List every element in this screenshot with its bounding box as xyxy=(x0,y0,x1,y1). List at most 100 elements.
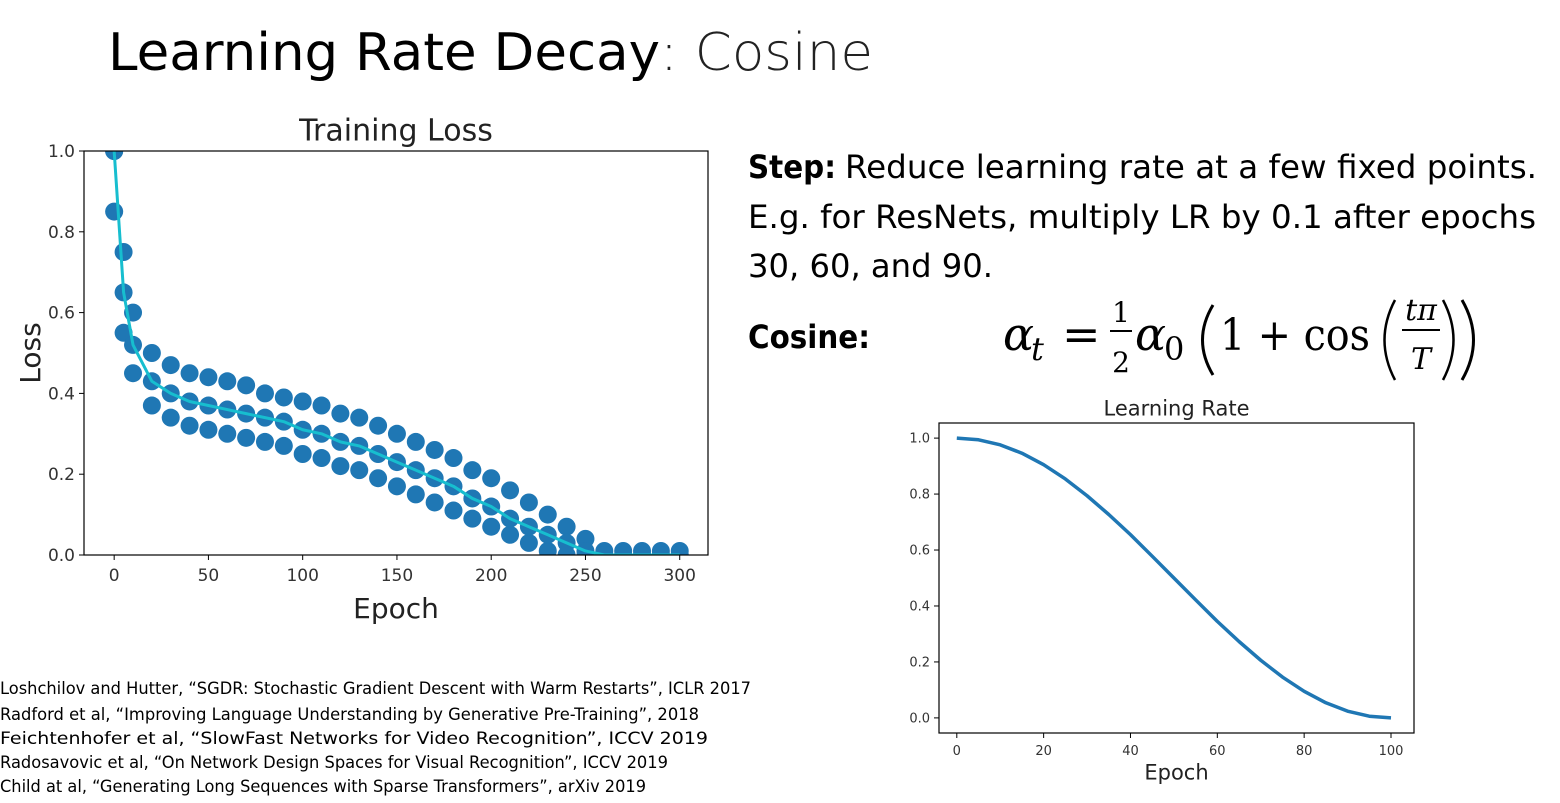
chart-title: Training Loss xyxy=(298,114,493,149)
y-tick-label: 1.0 xyxy=(909,432,930,447)
y-tick-label: 0.0 xyxy=(909,711,930,726)
scatter-point xyxy=(501,481,520,500)
y-axis-label: Loss xyxy=(14,322,47,383)
scatter-point xyxy=(218,424,237,443)
step-text: Reduce learning rate at a few fixed poin… xyxy=(845,148,1537,186)
scatter-point xyxy=(519,533,538,552)
scatter-point xyxy=(633,546,652,555)
scatter-point xyxy=(199,368,218,387)
scatter-point xyxy=(180,364,199,383)
scatter-point xyxy=(387,424,406,443)
scatter-point xyxy=(114,323,133,342)
scatter-point xyxy=(463,509,482,528)
parenthesis xyxy=(1460,299,1475,381)
line-series xyxy=(112,151,680,555)
scatter-point xyxy=(312,396,331,415)
scatter-point xyxy=(105,202,124,221)
y-tick-label: 1.0 xyxy=(48,142,75,162)
cosine-label: Cosine: xyxy=(748,318,870,356)
scatter-point xyxy=(218,372,237,391)
x-tick-label: 40 xyxy=(1122,744,1139,759)
x-tick-label: 100 xyxy=(1379,744,1404,759)
scatter-point xyxy=(142,396,161,415)
scatter-point xyxy=(614,546,633,555)
scatter-point xyxy=(538,541,557,555)
step-text: E.g. for ResNets, multiply LR by 0.1 aft… xyxy=(748,198,1536,236)
x-tick-label: 0 xyxy=(953,744,961,759)
y-tick-label: 0.8 xyxy=(909,488,930,503)
x-tick-label: 100 xyxy=(286,566,318,586)
scatter-point xyxy=(557,517,576,536)
y-tick-label: 0.0 xyxy=(48,546,75,566)
scatter-point xyxy=(538,505,557,524)
scatter-point xyxy=(237,376,256,395)
formula-numerator: 1 xyxy=(1112,296,1130,329)
x-tick-label: 0 xyxy=(109,566,120,586)
parenthesis xyxy=(1441,299,1455,381)
scatter-point xyxy=(293,445,312,463)
formula-denominator: T xyxy=(1411,342,1433,377)
step-text: 30, 60, and 90. xyxy=(748,247,993,285)
parenthesis xyxy=(1201,304,1215,376)
formula-symbol: α xyxy=(1003,307,1034,361)
scatter-point xyxy=(331,457,350,476)
plot-frame xyxy=(938,422,1415,734)
reference: Child at al, “Generating Long Sequences … xyxy=(0,777,646,797)
reference: Radford et al, “Improving Language Under… xyxy=(0,705,699,725)
x-tick-label: 150 xyxy=(381,566,413,586)
scatter-point xyxy=(255,432,274,451)
slide-subtitle: : Cosine xyxy=(660,23,873,83)
scatter-point xyxy=(114,243,133,261)
x-tick-label: 250 xyxy=(569,566,601,586)
scatter-point xyxy=(331,404,350,423)
scatter-point xyxy=(255,384,274,403)
scatter-point xyxy=(369,416,388,435)
scatter-point xyxy=(670,546,689,555)
x-tick-label: 80 xyxy=(1296,744,1313,759)
scatter-point xyxy=(350,408,369,427)
formula-numerator: tπ xyxy=(1405,293,1438,328)
y-tick-label: 0.4 xyxy=(909,600,930,615)
y-tick-label: 0.6 xyxy=(909,544,930,559)
chart-title: Learning Rate xyxy=(1104,396,1250,420)
slide-title: Learning Rate Decay xyxy=(108,23,660,83)
formula-denominator: 2 xyxy=(1112,346,1130,379)
scatter-point xyxy=(463,461,482,480)
scatter-point xyxy=(142,344,161,362)
y-tick-label: 0.2 xyxy=(909,655,930,670)
y-tick-label: 0.8 xyxy=(48,223,75,243)
plot-area xyxy=(105,151,689,555)
y-tick-label: 0.2 xyxy=(48,465,75,485)
x-tick-label: 20 xyxy=(1035,744,1052,759)
scatter-point xyxy=(312,449,331,468)
scatter-point xyxy=(274,388,293,407)
plot-frame xyxy=(83,150,709,556)
y-tick-label: 0.4 xyxy=(48,384,75,404)
scatter-point xyxy=(482,469,501,488)
scatter-point xyxy=(425,493,444,512)
scatter-point xyxy=(406,485,425,504)
scatter-point xyxy=(651,546,670,555)
scatter-point xyxy=(199,420,218,439)
x-tick-label: 300 xyxy=(663,566,695,586)
line-series xyxy=(956,436,1392,720)
scatter-point xyxy=(350,461,369,480)
scatter-point xyxy=(124,364,143,383)
x-tick-label: 200 xyxy=(475,566,507,586)
scatter-point xyxy=(519,493,538,512)
chart: 0.0 0.2 0.4 0.6 0.8 1.0 0 50 100 150 200 250 300 Trai… xyxy=(14,114,709,625)
scatter-point xyxy=(501,525,520,544)
scatter-point xyxy=(444,449,463,468)
scatter-point xyxy=(444,501,463,520)
reference: Radosavovic et al, “On Network Design Sp… xyxy=(0,753,668,773)
formula: α t = 1 2 α 0 1 + cos tπ T xyxy=(1003,293,1475,381)
scatter-point xyxy=(387,477,406,496)
plot-area xyxy=(956,436,1392,720)
formula-text: 1 + cos xyxy=(1220,310,1370,361)
formula-symbol: = xyxy=(1062,307,1101,361)
scatter-point xyxy=(369,469,388,488)
formula-subscript: t xyxy=(1031,330,1044,368)
